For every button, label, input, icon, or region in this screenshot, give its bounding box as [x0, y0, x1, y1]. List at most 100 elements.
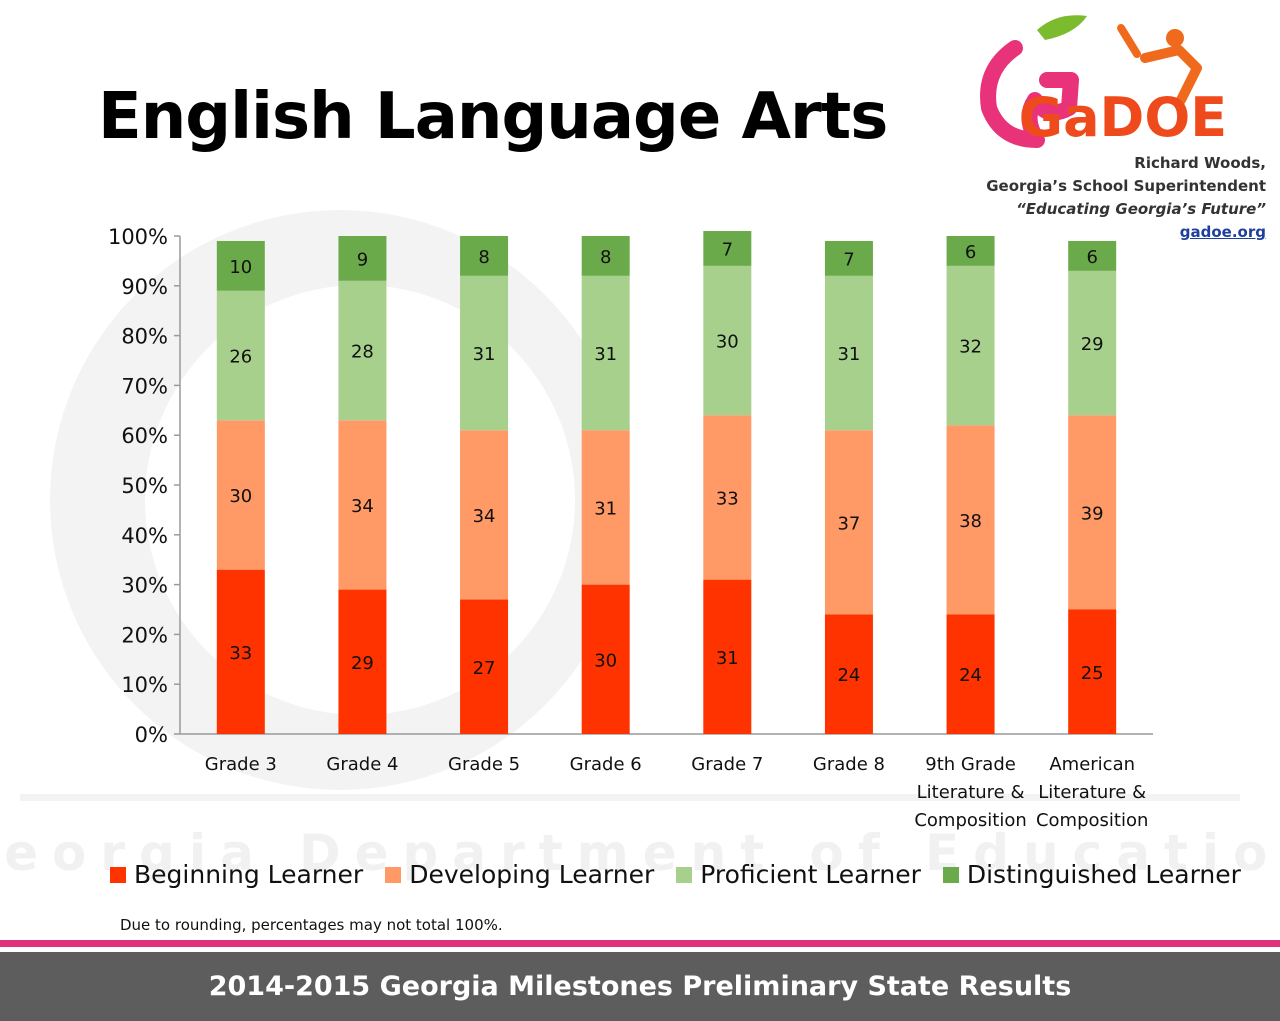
data-label: 30: [594, 650, 617, 671]
y-tick-label: 60%: [121, 424, 168, 448]
bar-segment: [338, 420, 387, 590]
bar-segment: [338, 589, 387, 734]
accent-divider: [0, 940, 1280, 947]
bar-segment: [824, 240, 873, 276]
watermark-text: Georgia Department of Education: [0, 824, 1280, 882]
x-tick-label: Grade 6: [570, 754, 642, 775]
legend-label-distinguished: Distinguished Learner: [966, 860, 1241, 889]
superintendent-name: Richard Woods,: [1134, 154, 1266, 172]
bar-segment: [460, 236, 509, 276]
data-label: 30: [716, 332, 739, 353]
x-tick-label: Composition: [1036, 810, 1148, 831]
data-label: 37: [837, 513, 860, 534]
bar-segment: [216, 240, 265, 291]
data-label: 6: [1086, 247, 1097, 268]
x-tick-label: Grade 3: [205, 754, 277, 775]
bar-segment: [824, 430, 873, 615]
data-label: 7: [843, 249, 854, 270]
bar-segment: [824, 614, 873, 734]
y-tick-label: 70%: [121, 374, 168, 398]
bar-segment: [946, 236, 995, 266]
bar-segment: [824, 275, 873, 431]
data-label: 31: [594, 498, 617, 519]
x-tick-label: Literature &: [917, 782, 1025, 803]
bar-segment: [1068, 240, 1117, 271]
bar-segment: [1068, 270, 1117, 416]
bar-segment: [460, 430, 509, 600]
x-tick-label: 9th Grade: [925, 754, 1016, 775]
data-label: 33: [229, 643, 252, 664]
legend-label-developing: Developing Learner: [409, 860, 655, 889]
data-label: 27: [473, 658, 496, 679]
x-tick-label: American: [1049, 754, 1135, 775]
footer-banner: 2014-2015 Georgia Milestones Preliminary…: [0, 952, 1280, 1021]
bar-segment: [946, 425, 995, 615]
superintendent-role: Georgia’s School Superintendent: [986, 177, 1266, 195]
data-label: 24: [837, 665, 860, 686]
bar-segment: [338, 236, 387, 281]
legend-swatch-distinguished: [942, 866, 959, 883]
bar-segment: [703, 579, 752, 734]
legend-item-distinguished: Distinguished Learner: [942, 860, 1241, 889]
data-label: 28: [351, 342, 374, 363]
bar-segment: [581, 430, 630, 585]
legend-item-developing: Developing Learner: [385, 860, 654, 889]
bar-segment: [703, 265, 752, 416]
legend-swatch-developing: [385, 866, 402, 883]
legend-label-beginning: Beginning Learner: [134, 860, 364, 889]
legend-swatch-proficient: [676, 866, 693, 883]
bar-segment: [703, 415, 752, 580]
x-tick-label: Grade 7: [691, 754, 763, 775]
stacked-bar-chart: 0% 10% 20% 30% 40% 50% 60% 70% 80% 90% 100% 33 30 26 1…: [108, 225, 1153, 831]
data-label: 38: [959, 511, 982, 532]
data-label: 24: [959, 665, 982, 686]
data-label: 39: [1081, 503, 1104, 524]
y-tick-label: 20%: [121, 623, 168, 647]
data-label: 7: [722, 239, 733, 260]
y-tick-label: 30%: [121, 574, 168, 598]
page-title: English Language Arts: [98, 80, 888, 154]
gadoe-link[interactable]: gadoe.org: [1179, 223, 1266, 241]
data-label: 32: [959, 337, 982, 358]
data-label: 6: [965, 242, 976, 263]
y-tick-label: 90%: [121, 275, 168, 299]
legend-label-proficient: Proficient Learner: [700, 860, 921, 889]
x-tick-label: Composition: [914, 810, 1026, 831]
rounding-note: Due to rounding, percentages may not tot…: [120, 916, 503, 934]
bar-segment: [946, 265, 995, 426]
y-tick-label: 0%: [135, 723, 168, 747]
bar-segment: [581, 584, 630, 734]
data-label: 31: [716, 648, 739, 669]
y-tick-label: 50%: [121, 474, 168, 498]
y-tick-label: 100%: [108, 225, 168, 249]
legend-swatch-beginning: [110, 866, 126, 883]
y-tick-label: 40%: [121, 524, 168, 548]
data-label: 34: [473, 506, 496, 527]
superintendent-motto: “Educating Georgia’s Future”: [1016, 200, 1266, 218]
bar-segment: [338, 280, 387, 421]
bar-segment: [1068, 415, 1117, 610]
x-tick-label: Grade 4: [326, 754, 398, 775]
bar-segment: [216, 290, 265, 421]
logo-text: GaDOE: [1019, 86, 1227, 148]
gadoe-logo: GaDOE: [980, 15, 1227, 148]
bar-segment: [460, 275, 509, 431]
bar-segment: [581, 236, 630, 276]
data-label: 33: [716, 488, 739, 509]
data-label: 31: [837, 344, 860, 365]
legend-item-proficient: Proficient Learner: [676, 860, 921, 889]
bar-segment: [1068, 609, 1117, 734]
data-label: 31: [473, 344, 496, 365]
bar-segment: [581, 275, 630, 431]
bar-segment: [946, 614, 995, 734]
data-label: 34: [351, 496, 374, 517]
x-tick-label: Grade 5: [448, 754, 520, 775]
data-label: 29: [351, 653, 374, 674]
bar-segment: [216, 420, 265, 570]
data-label: 8: [478, 247, 489, 268]
legend-item-beginning: Beginning Learner: [110, 860, 363, 889]
bar-segment: [703, 231, 752, 266]
data-label: 9: [357, 249, 368, 270]
data-label: 10: [229, 257, 252, 278]
data-label: 26: [229, 347, 252, 368]
